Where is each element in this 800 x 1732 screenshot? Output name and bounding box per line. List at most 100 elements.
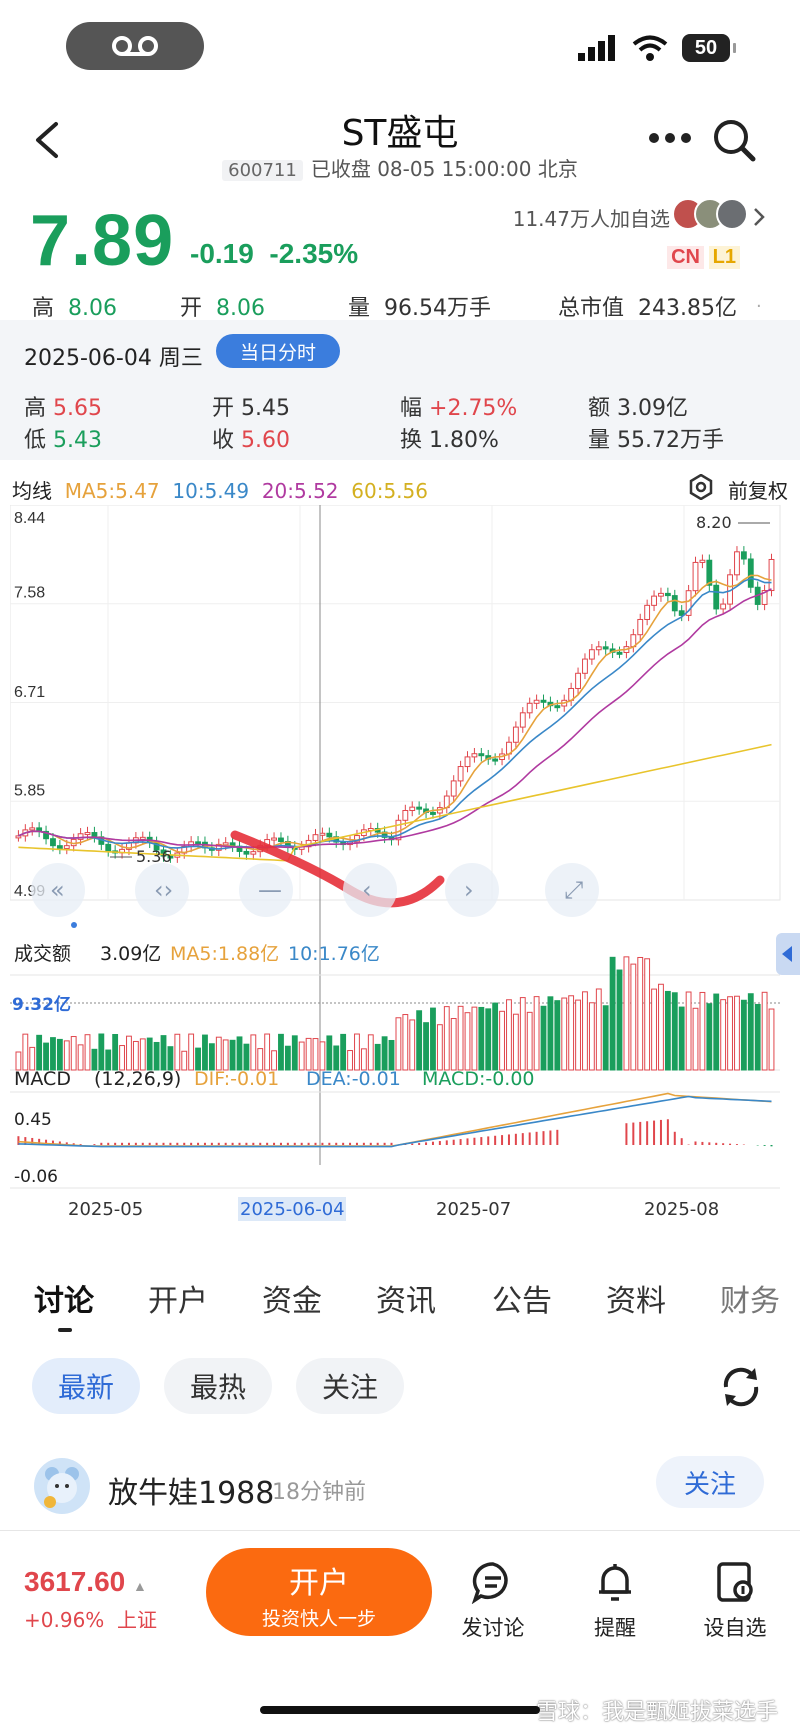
close-time: 已收盘 08-05 15:00:00 北京	[310, 157, 578, 181]
chevron-right-icon[interactable]	[752, 206, 766, 228]
change-value: -0.19	[190, 238, 254, 269]
settings-gear-icon[interactable]	[688, 474, 714, 500]
tab-profile[interactable]: 资料	[606, 1284, 666, 1319]
home-indicator[interactable]	[260, 1706, 540, 1714]
filter-following[interactable]: 关注	[296, 1358, 404, 1414]
tab-discussion[interactable]: 讨论	[34, 1284, 94, 1319]
expand-dots-icon[interactable]: ·	[756, 296, 762, 317]
candle	[637, 618, 644, 636]
adjust-mode[interactable]: 前复权	[728, 479, 788, 503]
tab-financials[interactable]: 财务	[720, 1284, 780, 1319]
filter-hot[interactable]: 最热	[164, 1358, 272, 1414]
intraday-button[interactable]: 当日分时	[216, 334, 340, 368]
volume-bar	[450, 1018, 457, 1071]
volume-bar	[595, 988, 602, 1071]
candle	[734, 551, 740, 576]
follower-count[interactable]: 11.47万人加自选	[512, 207, 670, 231]
volume-bar	[284, 1045, 291, 1071]
volume-bar	[561, 997, 568, 1071]
more-icon[interactable]	[648, 130, 692, 146]
volume-bar	[423, 1022, 429, 1071]
day-amplitude: 幅 +2.75%	[400, 396, 518, 421]
macd-value: MACD:-0.00	[422, 1068, 535, 1090]
volume-bar	[519, 997, 526, 1071]
tab-news[interactable]: 资讯	[376, 1284, 436, 1319]
post-time: 18分钟前	[272, 1480, 366, 1505]
user-avatar[interactable]	[34, 1458, 90, 1514]
candle	[160, 849, 167, 857]
volume-bar	[443, 1006, 450, 1071]
tab-open-account[interactable]: 开户	[148, 1284, 208, 1319]
macd-dea: DEA:-0.01	[306, 1068, 401, 1090]
volume-bar	[146, 1037, 153, 1071]
side-panel-toggle[interactable]	[776, 933, 800, 975]
volume-bar	[734, 995, 740, 1071]
watermark: 雪球：我是甄姬拔菜选手	[535, 1700, 778, 1725]
macd-top-label: 0.45	[14, 1110, 52, 1130]
y-tick-label: 5.85	[14, 783, 45, 800]
volume-title: 成交额	[14, 943, 71, 965]
change-percent: -2.35%	[269, 238, 359, 269]
volume-bar	[36, 1034, 43, 1071]
volume-bar	[333, 1045, 340, 1071]
status-icons: 50	[578, 34, 736, 62]
alert-button[interactable]: 提醒	[570, 1560, 660, 1642]
volume-bar	[15, 1051, 22, 1071]
volume-bar	[471, 1006, 478, 1071]
day-low: 低 5.43	[24, 428, 102, 453]
candle	[492, 758, 499, 762]
price-change: -0.19 -2.35%	[190, 238, 358, 270]
volume-bar	[644, 958, 651, 1071]
candle	[430, 811, 436, 815]
macd-dif: DIF:-0.01	[194, 1068, 279, 1090]
candle	[699, 559, 706, 563]
candle	[768, 558, 775, 592]
macd-params: (12,26,9)	[94, 1068, 181, 1090]
divider	[0, 1530, 800, 1531]
open-account-button[interactable]: 开户 投资快人一步	[206, 1548, 432, 1636]
day-high: 高 5.65	[24, 396, 102, 421]
volume-bar	[492, 1002, 499, 1071]
level-tag-l1: L1	[708, 246, 740, 269]
volume-bar	[347, 1050, 353, 1071]
stat-high: 高 8.06	[32, 296, 117, 321]
back-icon[interactable]	[32, 120, 62, 160]
current-dot	[71, 922, 77, 928]
x-axis-label: 2025-07	[436, 1199, 511, 1220]
volume-bar	[457, 1005, 464, 1071]
index-value[interactable]: 3617.60 ▲	[24, 1566, 147, 1597]
stat-volume: 量 96.54万手	[348, 296, 491, 321]
volume-bar	[181, 1050, 188, 1071]
candle	[450, 780, 457, 797]
candle	[354, 835, 360, 843]
candle	[644, 604, 651, 620]
candle	[326, 832, 333, 838]
search-icon[interactable]	[712, 118, 756, 162]
post-username[interactable]: 放牛娃1988	[108, 1476, 275, 1511]
volume-bar	[319, 1041, 326, 1071]
post-discussion-button[interactable]: 发讨论	[448, 1560, 538, 1642]
voicemail-icon	[112, 36, 158, 56]
candle	[243, 850, 250, 855]
volume-bar	[699, 991, 706, 1071]
volume-bar	[160, 1035, 167, 1071]
ma-legend: 均线 MA5:5.47 10:5.49 20:5.52 60:5.56	[12, 479, 428, 503]
volume-bar	[305, 1037, 312, 1071]
follow-button[interactable]: 关注	[656, 1456, 764, 1508]
tab-announcements[interactable]: 公告	[492, 1284, 552, 1319]
volume-bar	[568, 995, 575, 1071]
kline-chart[interactable]: 8.447.586.715.854.998.205.36« ‹› — ‹ › ⤢成交额 3.…	[10, 505, 790, 1225]
volume-bar	[430, 1007, 436, 1071]
refresh-icon[interactable]	[718, 1364, 764, 1410]
volume-bar	[312, 1038, 319, 1071]
add-watchlist-button[interactable]: 设自选	[690, 1560, 780, 1642]
candle	[588, 649, 595, 660]
volume-bar	[512, 1013, 519, 1071]
follower-avatars[interactable]	[672, 198, 748, 230]
filter-latest[interactable]: 最新	[32, 1358, 140, 1414]
candle	[195, 841, 201, 845]
volume-bar	[63, 1040, 70, 1071]
tab-funds[interactable]: 资金	[262, 1284, 322, 1319]
candle	[222, 842, 229, 846]
stat-market-cap: 总市值 243.85亿	[558, 296, 737, 321]
